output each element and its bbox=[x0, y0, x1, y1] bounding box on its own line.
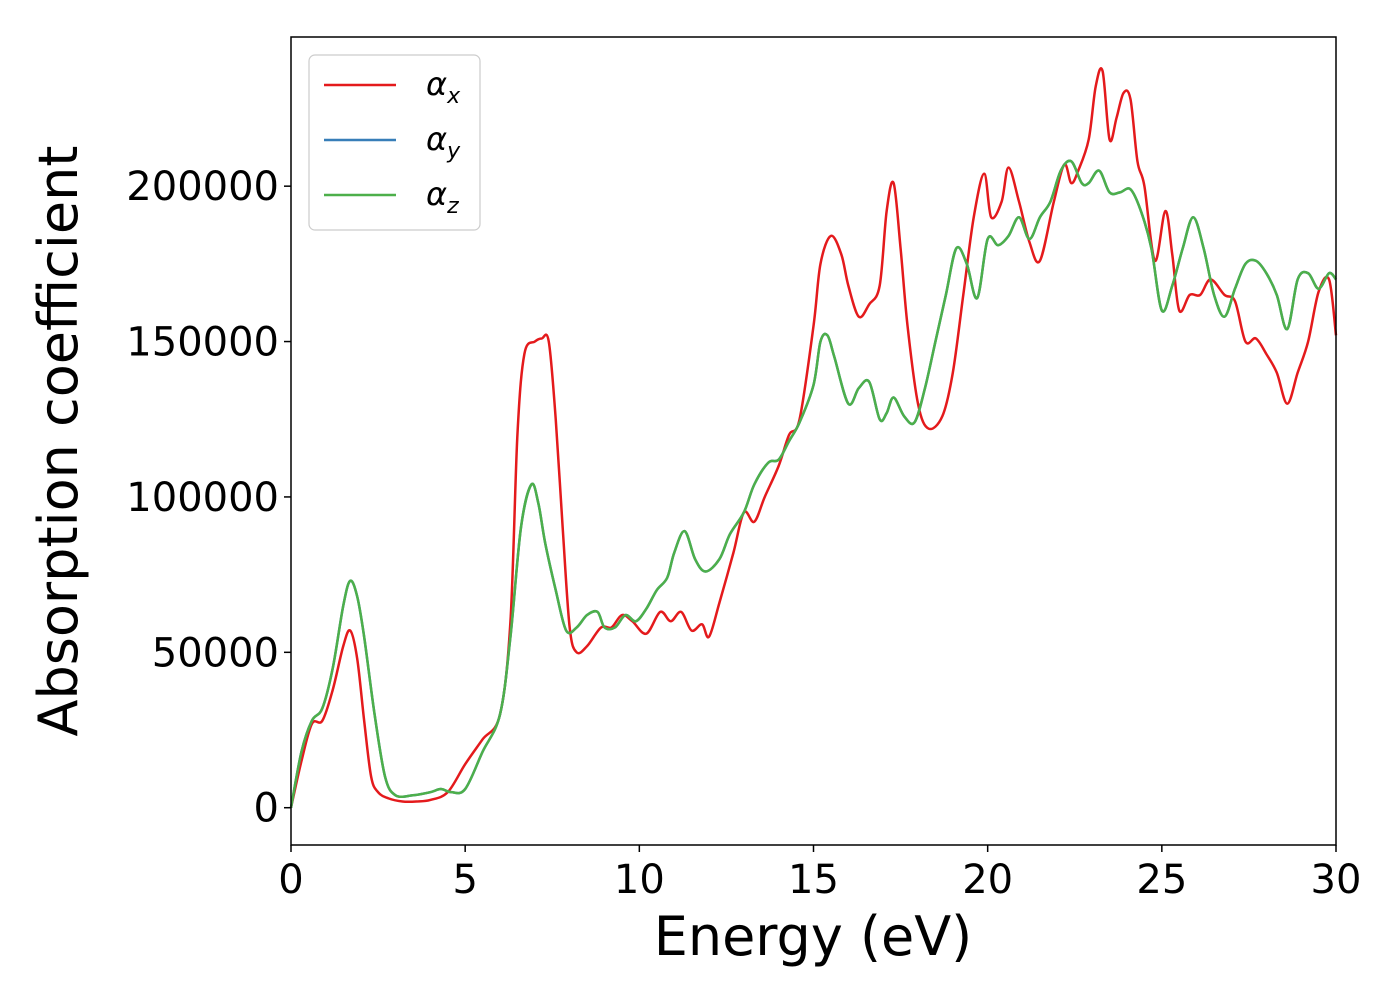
legend-label-alpha-y: αy bbox=[426, 120, 461, 164]
y-axis-title: Absorption coefficient bbox=[27, 146, 90, 737]
legend-box bbox=[308, 54, 481, 231]
x-tick-label: 15 bbox=[788, 857, 839, 903]
legend-label-alpha-x: αx bbox=[426, 65, 461, 109]
x-tick-label: 0 bbox=[278, 857, 303, 903]
x-axis: 0 5 10 15 20 25 30 bbox=[278, 845, 1361, 903]
x-tick-label: 5 bbox=[452, 857, 477, 903]
legend-label-alpha-z: αz bbox=[426, 175, 459, 219]
x-axis-title: Energy (eV) bbox=[654, 905, 973, 968]
legend: αx αy αz bbox=[308, 54, 481, 231]
x-tick-label: 25 bbox=[1136, 857, 1187, 903]
y-tick-label: 0 bbox=[254, 786, 279, 832]
y-tick-label: 200000 bbox=[126, 164, 279, 210]
y-axis: 0 50000 100000 150000 200000 bbox=[126, 164, 291, 832]
y-tick-label: 150000 bbox=[126, 320, 279, 366]
x-tick-label: 30 bbox=[1311, 857, 1362, 903]
y-tick-label: 50000 bbox=[152, 630, 279, 676]
x-tick-label: 20 bbox=[962, 857, 1013, 903]
series-layer bbox=[289, 67, 1338, 808]
series-line-alpha-z bbox=[289, 159, 1337, 808]
y-tick-label: 100000 bbox=[126, 475, 279, 521]
x-tick-label: 10 bbox=[614, 857, 665, 903]
